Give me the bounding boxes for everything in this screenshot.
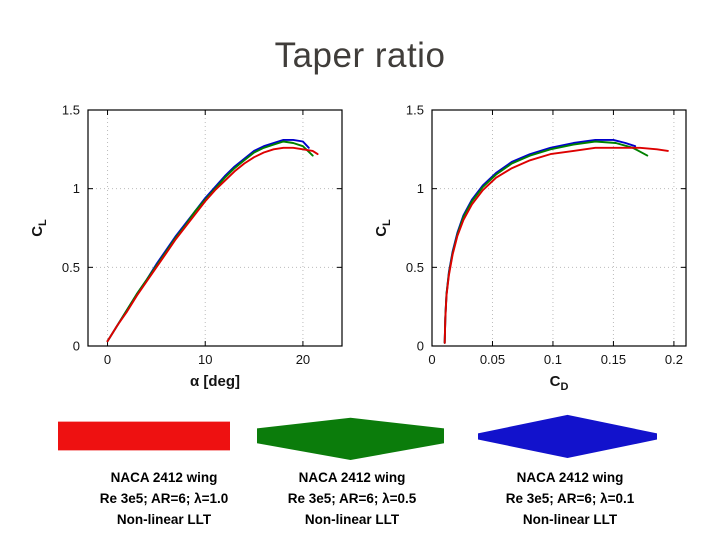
- wing-shape-taper-1.0: [58, 421, 230, 451]
- svg-text:0.2: 0.2: [665, 352, 683, 367]
- caption-line: NACA 2412 wing: [110, 470, 218, 485]
- caption-line: Non-linear LLT: [522, 511, 618, 527]
- caption-taper-1.0: NACA 2412 wing Re 3e5; AR=6; λ=1.0 Non-l…: [42, 468, 286, 531]
- cl-vs-cd-plot: 0 0.05 0.1 0.15 0.2 0 0.5 1 1.5 CD CL: [373, 103, 687, 393]
- svg-text:CL: CL: [29, 219, 49, 237]
- slide-title: Taper ratio: [274, 36, 446, 75]
- svg-text:10: 10: [198, 352, 212, 367]
- svg-text:0: 0: [73, 339, 80, 354]
- wing-shape-taper-0.5: [257, 417, 444, 460]
- svg-text:20: 20: [296, 352, 310, 367]
- caption-line: Re 3e5; AR=6; λ=0.1: [505, 490, 635, 506]
- cl-vs-alpha-chart: 0 10 20 0 0.5 1 1.5 α [deg] CL: [24, 96, 352, 401]
- svg-text:1: 1: [73, 181, 80, 196]
- wing-planform-tapered: [257, 416, 444, 465]
- svg-text:0.05: 0.05: [480, 352, 505, 367]
- svg-text:CD: CD: [550, 373, 569, 393]
- svg-text:0.5: 0.5: [62, 260, 80, 275]
- caption-taper-0.1: NACA 2412 wing Re 3e5; AR=6; λ=0.1 Non-l…: [468, 468, 672, 531]
- svg-text:1.5: 1.5: [406, 103, 424, 118]
- svg-text:1.5: 1.5: [62, 103, 80, 118]
- wing-shape-taper-0.1: [478, 414, 657, 458]
- caption-line: NACA 2412 wing: [298, 470, 406, 485]
- caption-line: Re 3e5; AR=6; λ=0.5: [287, 490, 417, 506]
- svg-text:CL: CL: [373, 219, 393, 237]
- svg-text:0: 0: [104, 352, 111, 367]
- caption-line: NACA 2412 wing: [516, 470, 624, 485]
- caption-line: Re 3e5; AR=6; λ=1.0: [99, 490, 229, 506]
- svg-text:0.1: 0.1: [544, 352, 562, 367]
- svg-text:α [deg]: α [deg]: [190, 373, 240, 390]
- caption-line: Non-linear LLT: [304, 511, 400, 527]
- cl-vs-alpha-plot: 0 10 20 0 0.5 1 1.5 α [deg] CL: [29, 103, 343, 390]
- wing-planform-delta: [478, 414, 657, 463]
- svg-text:0: 0: [428, 352, 435, 367]
- svg-text:0.15: 0.15: [601, 352, 626, 367]
- svg-text:0.5: 0.5: [406, 260, 424, 275]
- caption-taper-0.5: NACA 2412 wing Re 3e5; AR=6; λ=0.5 Non-l…: [262, 468, 442, 531]
- wing-planform-rectangular: [58, 421, 230, 456]
- svg-text:1: 1: [417, 181, 424, 196]
- caption-line: Non-linear LLT: [116, 511, 212, 527]
- cl-vs-cd-chart: 0 0.05 0.1 0.15 0.2 0 0.5 1 1.5 CD CL: [368, 96, 696, 401]
- svg-text:0: 0: [417, 339, 424, 354]
